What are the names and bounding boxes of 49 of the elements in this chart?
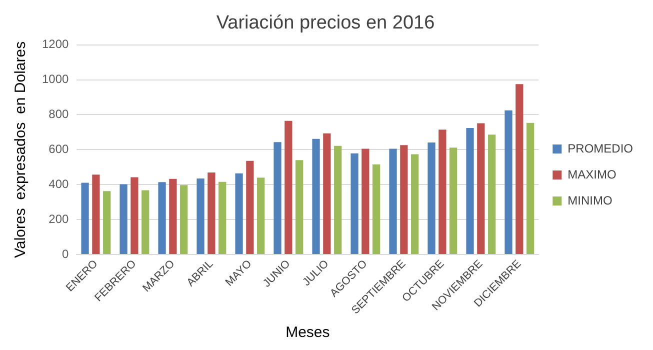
bar (334, 146, 342, 254)
bar (400, 145, 408, 254)
bar (516, 84, 524, 254)
bar (103, 191, 111, 254)
chart-title: Variación precios en 2016 (216, 12, 435, 34)
bar (142, 190, 150, 254)
bar (504, 110, 512, 254)
x-axis-title: Meses (286, 324, 330, 342)
bar (196, 178, 204, 254)
bar (428, 142, 436, 254)
bar (450, 148, 458, 254)
bar (81, 182, 89, 254)
bar (284, 120, 292, 254)
bar (526, 122, 534, 254)
bar (411, 154, 419, 254)
bar (466, 128, 474, 254)
bar (257, 178, 265, 254)
y-tick-label: 1200 (42, 37, 70, 52)
bar (208, 172, 216, 254)
legend-label: MINIMO (568, 193, 612, 208)
bar (218, 182, 226, 254)
bar (372, 164, 380, 254)
bar (180, 185, 188, 254)
y-tick-label: 600 (48, 142, 70, 156)
legend-label: PROMEDIO (568, 141, 634, 156)
y-tick-label: 200 (48, 212, 70, 226)
bar (246, 160, 254, 254)
bar (296, 160, 304, 254)
bar (274, 142, 282, 254)
y-tick-label: 400 (48, 176, 70, 191)
bar (130, 177, 138, 254)
bar (235, 173, 243, 254)
bar (158, 182, 166, 254)
y-tick-label: 0 (62, 246, 70, 261)
y-tick-label: 800 (48, 107, 70, 122)
bar (323, 133, 331, 254)
bar (389, 148, 397, 254)
y-axis-title: Valores expresados en Dolares (12, 41, 30, 258)
bar (169, 178, 177, 254)
bar (488, 134, 496, 254)
bar (350, 153, 358, 254)
bar (438, 130, 446, 254)
bar (120, 184, 128, 254)
bar (92, 174, 100, 254)
bar (362, 148, 370, 254)
y-tick-label: 1000 (42, 72, 70, 86)
bar (477, 123, 485, 254)
legend-label: MAXIMO (568, 167, 616, 182)
bar (312, 138, 320, 254)
